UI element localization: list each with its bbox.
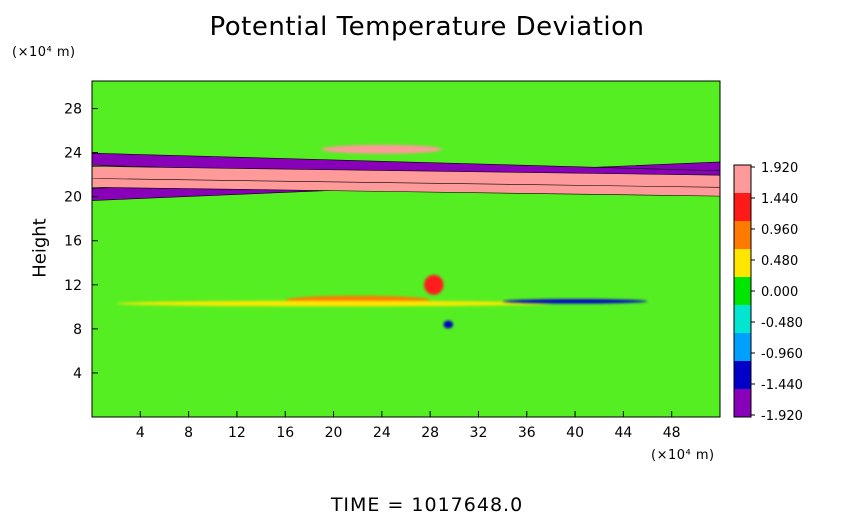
colorbar-swatch-8 bbox=[734, 389, 751, 418]
colorbar-label-5: -0.480 bbox=[761, 316, 803, 331]
colorbar-swatch-2 bbox=[734, 221, 751, 250]
x-axis-unit: (×10⁴ m) bbox=[651, 448, 715, 463]
colorbar-swatch-7 bbox=[734, 361, 751, 390]
colorbar-label-3: 0.480 bbox=[761, 254, 798, 269]
x-tick-label-8: 36 bbox=[518, 425, 536, 441]
field-layer bbox=[92, 81, 720, 417]
colorbar-swatch-1 bbox=[734, 193, 751, 222]
x-tick-label-3: 16 bbox=[276, 425, 294, 441]
y-tick-label-5: 24 bbox=[64, 146, 82, 162]
colorbar-label-0: 1.920 bbox=[761, 161, 798, 176]
colorbar-swatch-0 bbox=[734, 165, 751, 194]
colorbar-label-7: -1.440 bbox=[761, 378, 803, 393]
y-tick-label-2: 12 bbox=[64, 278, 82, 294]
field-blob-6 bbox=[116, 300, 551, 307]
colorbar-label-8: -1.920 bbox=[761, 409, 803, 424]
colorbar-swatch-5 bbox=[734, 305, 751, 334]
x-tick-label-9: 40 bbox=[566, 425, 584, 441]
y-axis: 4 8 12 16 20 24 28 bbox=[64, 102, 98, 382]
field-blob-4 bbox=[321, 144, 443, 154]
x-tick-label-6: 28 bbox=[421, 425, 439, 441]
x-axis: 4 8 12 16 20 24 28 32 36 40 44 48 bbox=[136, 411, 681, 441]
y-tick-label-6: 28 bbox=[64, 102, 82, 118]
colorbar-swatch-6 bbox=[734, 333, 751, 362]
y-tick-label-3: 16 bbox=[64, 234, 82, 250]
x-tick-label-7: 32 bbox=[470, 425, 488, 441]
plot-frame bbox=[91, 80, 721, 418]
y-tick-label-1: 8 bbox=[73, 322, 82, 338]
field-background bbox=[92, 81, 720, 417]
x-tick-label-2: 12 bbox=[228, 425, 246, 441]
y-tick-label-4: 20 bbox=[64, 190, 82, 206]
x-tick-label-5: 24 bbox=[373, 425, 391, 441]
y-tick-label-0: 4 bbox=[73, 366, 82, 382]
colorbar-swatch-4 bbox=[734, 277, 751, 306]
x-tick-label-4: 20 bbox=[325, 425, 343, 441]
field-blob-9 bbox=[424, 274, 444, 295]
time-label: TIME = 1017648.0 bbox=[330, 494, 524, 516]
colorbar-label-1: 1.440 bbox=[761, 192, 798, 207]
colorbar-label-4: 0.000 bbox=[761, 285, 798, 300]
colorbar: 1.920 1.440 0.960 0.480 0.000 -0.480 -0.960 -1.… bbox=[733, 161, 803, 424]
x-tick-label-10: 44 bbox=[614, 425, 632, 441]
colorbar-label-6: -0.960 bbox=[761, 347, 803, 362]
x-tick-label-1: 8 bbox=[184, 425, 193, 441]
chart-title: Potential Temperature Deviation bbox=[209, 12, 645, 42]
x-tick-label-0: 4 bbox=[136, 425, 145, 441]
field-blob-8 bbox=[443, 320, 454, 329]
colorbar-label-2: 0.960 bbox=[761, 223, 798, 238]
field-band-3 bbox=[92, 166, 720, 188]
x-tick-label-11: 48 bbox=[663, 425, 681, 441]
field-blob-7 bbox=[502, 299, 648, 304]
y-axis-unit: (×10⁴ m) bbox=[12, 45, 76, 60]
colorbar-swatch-3 bbox=[734, 249, 751, 278]
